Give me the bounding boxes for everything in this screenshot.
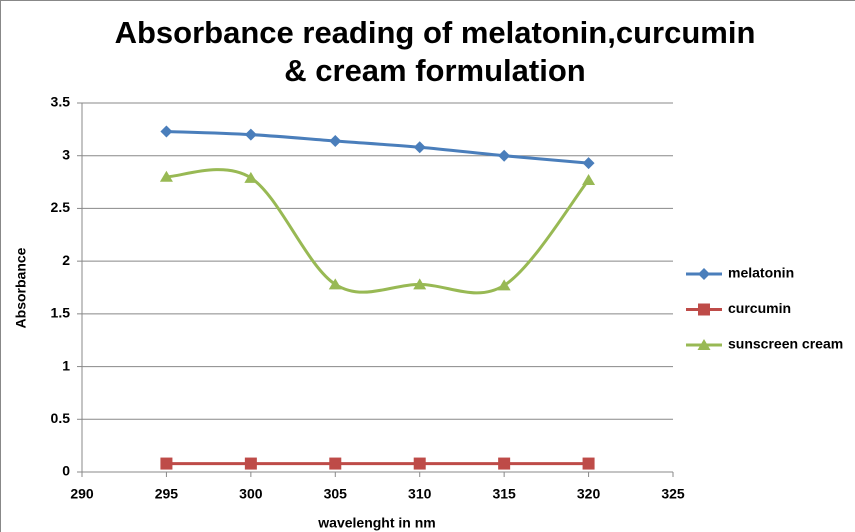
x-tick-label: 325 [661, 486, 685, 502]
legend-marker [697, 339, 711, 350]
y-tick-label: 0 [62, 463, 70, 479]
marker [244, 457, 257, 470]
y-tick-label: 1.5 [51, 305, 71, 321]
series-line [166, 129, 589, 165]
marker [582, 157, 595, 170]
x-axis-label: wavelenght in nm [317, 515, 435, 531]
y-tick-label: 0.5 [51, 410, 71, 426]
marker [413, 457, 426, 470]
series-line [166, 168, 590, 295]
marker [329, 457, 342, 470]
x-tick-label: 300 [239, 486, 263, 502]
y-tick-label: 2.5 [51, 199, 71, 215]
marker [159, 170, 173, 182]
x-tick-label: 305 [324, 486, 348, 502]
marker [329, 134, 342, 147]
marker [160, 125, 173, 138]
x-tick-label: 310 [408, 486, 432, 502]
chart-title: Absorbance reading of melatonin,curcumin… [114, 15, 756, 88]
y-tick-label: 3.5 [51, 94, 71, 110]
y-tick-label: 2 [62, 252, 70, 268]
legend-label: melatonin [728, 265, 794, 281]
y-axis-label: Absorbance [13, 247, 29, 328]
marker [498, 457, 511, 470]
marker [160, 457, 173, 470]
marker [582, 457, 595, 470]
legend-marker [698, 303, 710, 316]
legend-marker [698, 268, 710, 280]
y-tick-label: 1 [62, 357, 70, 373]
marker [413, 141, 426, 154]
marker [244, 171, 258, 183]
legend-label: sunscreen cream [728, 336, 843, 352]
x-tick-label: 315 [492, 486, 516, 502]
marker [497, 279, 511, 291]
marker [328, 278, 342, 290]
marker [498, 149, 511, 162]
x-tick-label: 295 [155, 486, 179, 502]
marker [582, 173, 596, 185]
y-tick-label: 3 [62, 146, 70, 162]
legend-label: curcumin [728, 300, 791, 316]
marker [413, 278, 427, 290]
x-tick-label: 290 [70, 486, 94, 502]
x-tick-label: 320 [577, 486, 601, 502]
marker [244, 128, 257, 141]
